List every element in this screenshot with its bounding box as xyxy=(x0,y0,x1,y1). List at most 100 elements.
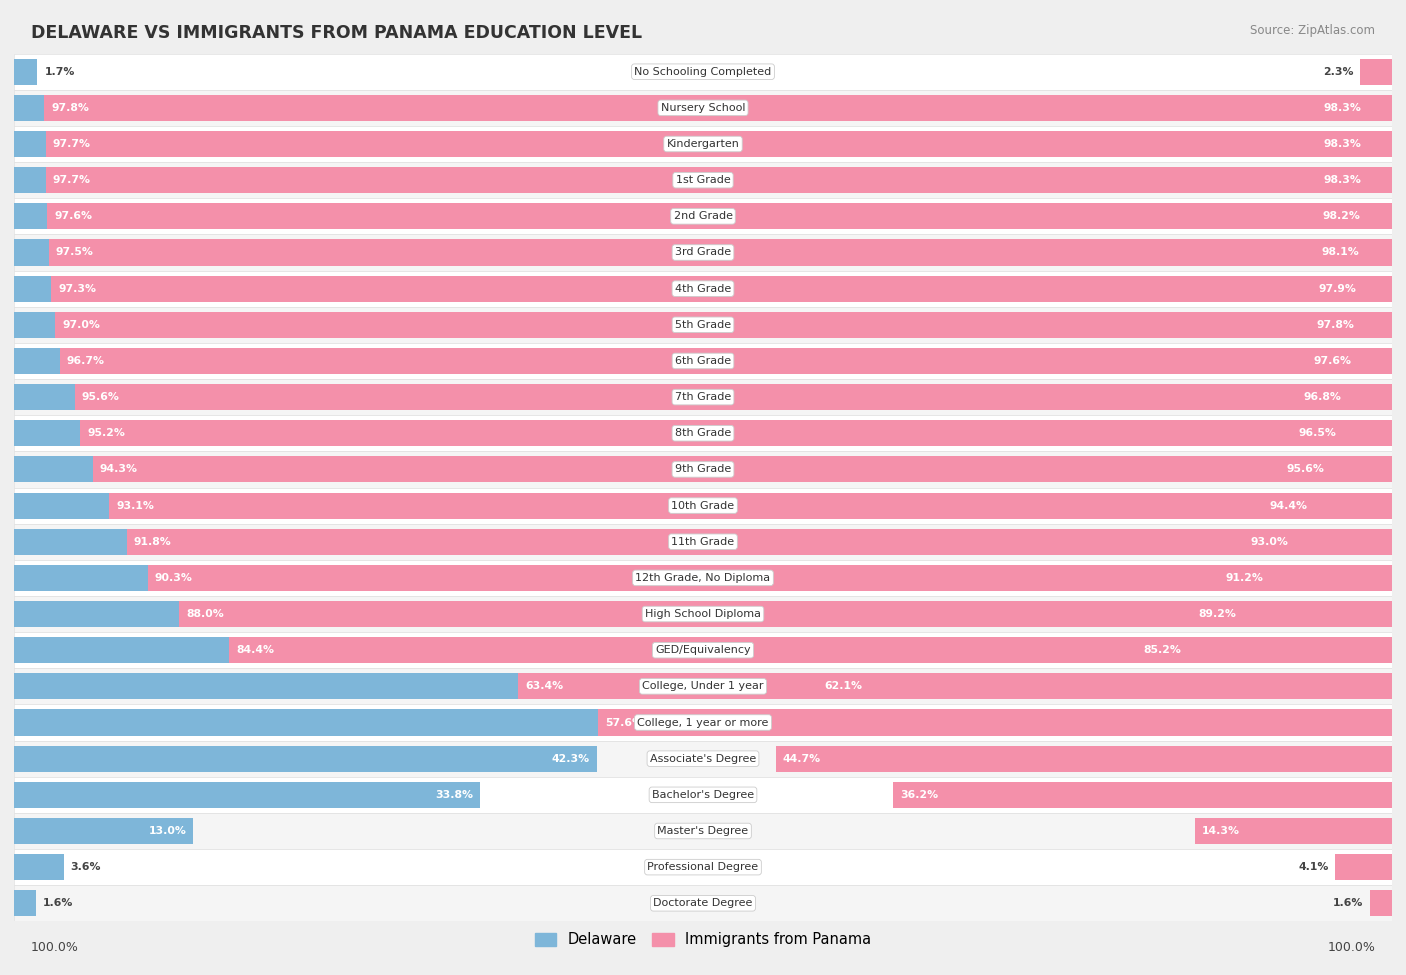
Text: 1.6%: 1.6% xyxy=(1333,898,1362,909)
Bar xyxy=(1195,818,1392,844)
Bar xyxy=(14,54,1392,90)
Bar xyxy=(14,420,1344,447)
Bar xyxy=(14,492,1315,519)
Text: High School Diploma: High School Diploma xyxy=(645,609,761,619)
Bar xyxy=(14,307,1392,343)
Text: 96.7%: 96.7% xyxy=(66,356,104,366)
Text: 62.1%: 62.1% xyxy=(825,682,863,691)
Text: 94.4%: 94.4% xyxy=(1270,500,1308,511)
Bar xyxy=(75,384,1392,410)
Bar xyxy=(14,710,779,735)
Text: No Schooling Completed: No Schooling Completed xyxy=(634,66,772,77)
Bar xyxy=(14,890,37,916)
Bar xyxy=(14,782,479,808)
Bar xyxy=(14,167,1368,193)
Bar xyxy=(893,782,1392,808)
Text: 98.2%: 98.2% xyxy=(1323,212,1360,221)
Bar xyxy=(14,885,1392,921)
Bar xyxy=(14,488,1392,524)
Bar xyxy=(180,601,1392,627)
Text: 42.3%: 42.3% xyxy=(553,754,591,763)
Bar xyxy=(14,131,1368,157)
Bar xyxy=(14,777,1392,813)
Text: 97.6%: 97.6% xyxy=(53,212,91,221)
Text: 98.1%: 98.1% xyxy=(1322,248,1358,257)
Text: College, 1 year or more: College, 1 year or more xyxy=(637,718,769,727)
Text: Professional Degree: Professional Degree xyxy=(647,862,759,873)
Bar xyxy=(14,415,1392,451)
Bar xyxy=(14,270,1392,307)
Text: 97.8%: 97.8% xyxy=(1317,320,1355,330)
Bar xyxy=(14,456,1331,483)
Legend: Delaware, Immigrants from Panama: Delaware, Immigrants from Panama xyxy=(529,926,877,954)
Text: 85.2%: 85.2% xyxy=(1143,645,1181,655)
Text: 10th Grade: 10th Grade xyxy=(672,500,734,511)
Bar xyxy=(14,343,1392,379)
Bar xyxy=(14,198,1392,234)
Bar xyxy=(14,58,38,85)
Text: 97.7%: 97.7% xyxy=(52,139,90,149)
Text: 95.2%: 95.2% xyxy=(87,428,125,439)
Text: 84.4%: 84.4% xyxy=(236,645,274,655)
Text: 1.7%: 1.7% xyxy=(45,66,75,77)
Bar xyxy=(55,312,1392,337)
Bar xyxy=(14,528,1295,555)
Text: 13.0%: 13.0% xyxy=(149,826,186,836)
Bar xyxy=(14,565,1271,591)
Text: 88.0%: 88.0% xyxy=(186,609,224,619)
Text: 95.6%: 95.6% xyxy=(1286,464,1324,475)
Text: 4.1%: 4.1% xyxy=(1298,862,1329,873)
Bar xyxy=(14,379,1392,415)
Text: 63.4%: 63.4% xyxy=(526,682,564,691)
Text: 97.0%: 97.0% xyxy=(62,320,100,330)
Text: 1st Grade: 1st Grade xyxy=(676,176,730,185)
Bar xyxy=(14,668,1392,704)
Bar xyxy=(599,710,1392,735)
Text: 90.3%: 90.3% xyxy=(155,573,193,583)
Text: 96.8%: 96.8% xyxy=(1303,392,1341,402)
Bar xyxy=(51,276,1392,301)
Text: 4th Grade: 4th Grade xyxy=(675,284,731,293)
Text: 3rd Grade: 3rd Grade xyxy=(675,248,731,257)
Text: 97.9%: 97.9% xyxy=(1319,284,1357,293)
Text: 6th Grade: 6th Grade xyxy=(675,356,731,366)
Bar xyxy=(14,849,1392,885)
Text: 96.5%: 96.5% xyxy=(1299,428,1337,439)
Bar xyxy=(14,162,1392,198)
Bar xyxy=(110,492,1392,519)
Bar xyxy=(1360,58,1392,85)
Text: Source: ZipAtlas.com: Source: ZipAtlas.com xyxy=(1250,24,1375,37)
Text: Nursery School: Nursery School xyxy=(661,102,745,113)
Bar xyxy=(14,384,1348,410)
Bar xyxy=(14,234,1392,270)
Bar xyxy=(776,746,1392,771)
Text: DELAWARE VS IMMIGRANTS FROM PANAMA EDUCATION LEVEL: DELAWARE VS IMMIGRANTS FROM PANAMA EDUCA… xyxy=(31,24,643,42)
Text: 98.3%: 98.3% xyxy=(1324,139,1361,149)
Bar xyxy=(48,240,1392,265)
Text: Doctorate Degree: Doctorate Degree xyxy=(654,898,752,909)
Text: 97.5%: 97.5% xyxy=(55,248,93,257)
Bar xyxy=(14,741,1392,777)
Text: 11th Grade: 11th Grade xyxy=(672,536,734,547)
Text: 98.3%: 98.3% xyxy=(1324,176,1361,185)
Text: 95.6%: 95.6% xyxy=(82,392,120,402)
Bar xyxy=(14,90,1392,126)
Bar xyxy=(14,560,1392,596)
Bar xyxy=(14,704,1392,741)
Bar xyxy=(14,524,1392,560)
Bar xyxy=(45,95,1392,121)
Text: 36.2%: 36.2% xyxy=(900,790,938,799)
Bar xyxy=(46,131,1392,157)
Text: 91.8%: 91.8% xyxy=(134,536,172,547)
Bar xyxy=(14,818,193,844)
Bar xyxy=(14,601,1243,627)
Text: 12th Grade, No Diploma: 12th Grade, No Diploma xyxy=(636,573,770,583)
Text: 57.6%: 57.6% xyxy=(605,718,643,727)
Text: 3.6%: 3.6% xyxy=(70,862,101,873)
Text: 14.3%: 14.3% xyxy=(1202,826,1240,836)
Bar xyxy=(59,348,1392,374)
Bar xyxy=(14,95,1368,121)
Text: 97.7%: 97.7% xyxy=(52,176,90,185)
Text: 9th Grade: 9th Grade xyxy=(675,464,731,475)
Bar xyxy=(14,451,1392,488)
